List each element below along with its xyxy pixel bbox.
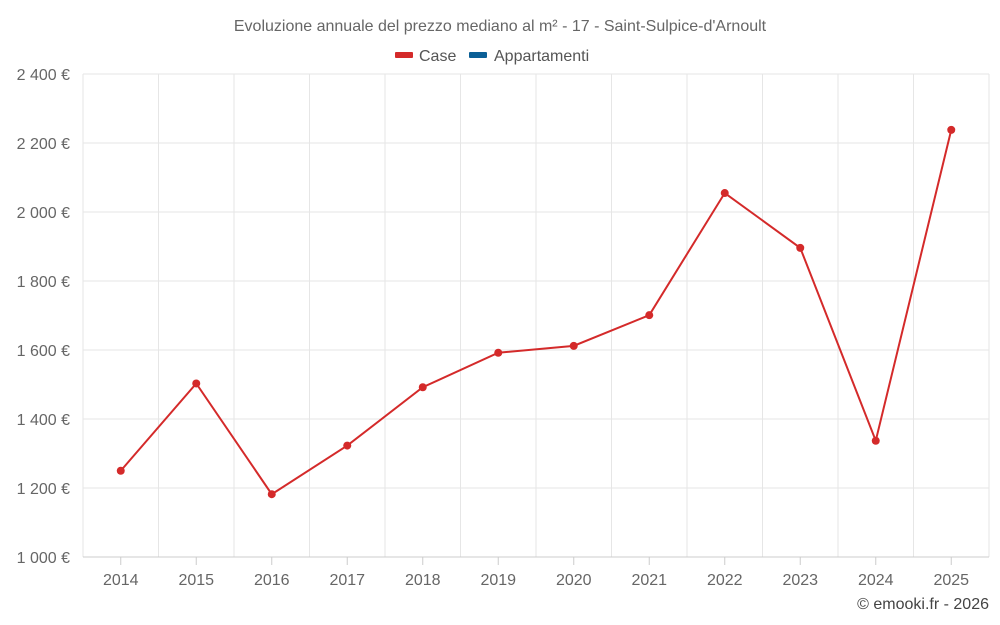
y-tick-label: 2 000 € — [17, 205, 70, 222]
y-tick-label: 1 800 € — [17, 274, 70, 291]
x-tick-label: 2017 — [329, 572, 365, 589]
data-point[interactable] — [343, 441, 352, 450]
grid — [82, 73, 990, 557]
legend: Case Appartamenti — [395, 48, 589, 65]
x-tick-label: 2016 — [254, 572, 290, 589]
y-axis: 1 000 € 1 200 € 1 400 € 1 600 € 1 800 € 2 000… — [17, 67, 70, 567]
series — [116, 125, 956, 499]
data-point[interactable] — [796, 243, 805, 252]
x-tick-label: 2015 — [178, 572, 214, 589]
x-tick-label: 2024 — [858, 572, 894, 589]
data-point[interactable] — [494, 348, 503, 357]
data-point[interactable] — [645, 311, 654, 320]
chart-title: Evoluzione annuale del prezzo mediano al… — [234, 18, 767, 35]
y-tick-label: 1 000 € — [17, 550, 70, 567]
y-tick-label: 2 200 € — [17, 136, 70, 153]
legend-item-case[interactable]: Case — [395, 48, 456, 65]
x-tick-label: 2014 — [103, 572, 139, 589]
data-point[interactable] — [947, 125, 956, 134]
legend-item-appartamenti[interactable]: Appartamenti — [469, 48, 589, 65]
y-tick-label: 1 200 € — [17, 481, 70, 498]
series-line-case — [119, 129, 953, 496]
data-point[interactable] — [418, 383, 427, 392]
y-tick-label: 2 400 € — [17, 67, 70, 84]
y-tick-label: 1 600 € — [17, 343, 70, 360]
x-tick-label: 2025 — [933, 572, 969, 589]
legend-label-appartamenti: Appartamenti — [494, 48, 589, 65]
x-tick-label: 2018 — [405, 572, 441, 589]
x-axis: 2014 2015 2016 2017 2018 2019 2020 2021 2022 2023… — [83, 556, 989, 589]
data-point[interactable] — [116, 466, 125, 475]
data-point[interactable] — [720, 189, 729, 198]
legend-label-case: Case — [419, 48, 456, 65]
data-point[interactable] — [267, 490, 276, 499]
x-tick-label: 2022 — [707, 572, 743, 589]
credit: © emooki.fr - 2026 — [857, 596, 989, 613]
data-point[interactable] — [871, 436, 880, 445]
y-tick-label: 1 400 € — [17, 412, 70, 429]
x-tick-label: 2021 — [631, 572, 667, 589]
data-point[interactable] — [192, 379, 201, 388]
legend-swatch-case — [395, 52, 413, 58]
x-tick-label: 2019 — [480, 572, 516, 589]
legend-swatch-appartamenti — [469, 52, 487, 58]
x-tick-label: 2020 — [556, 572, 592, 589]
x-tick-label: 2023 — [782, 572, 818, 589]
data-point[interactable] — [569, 341, 578, 350]
